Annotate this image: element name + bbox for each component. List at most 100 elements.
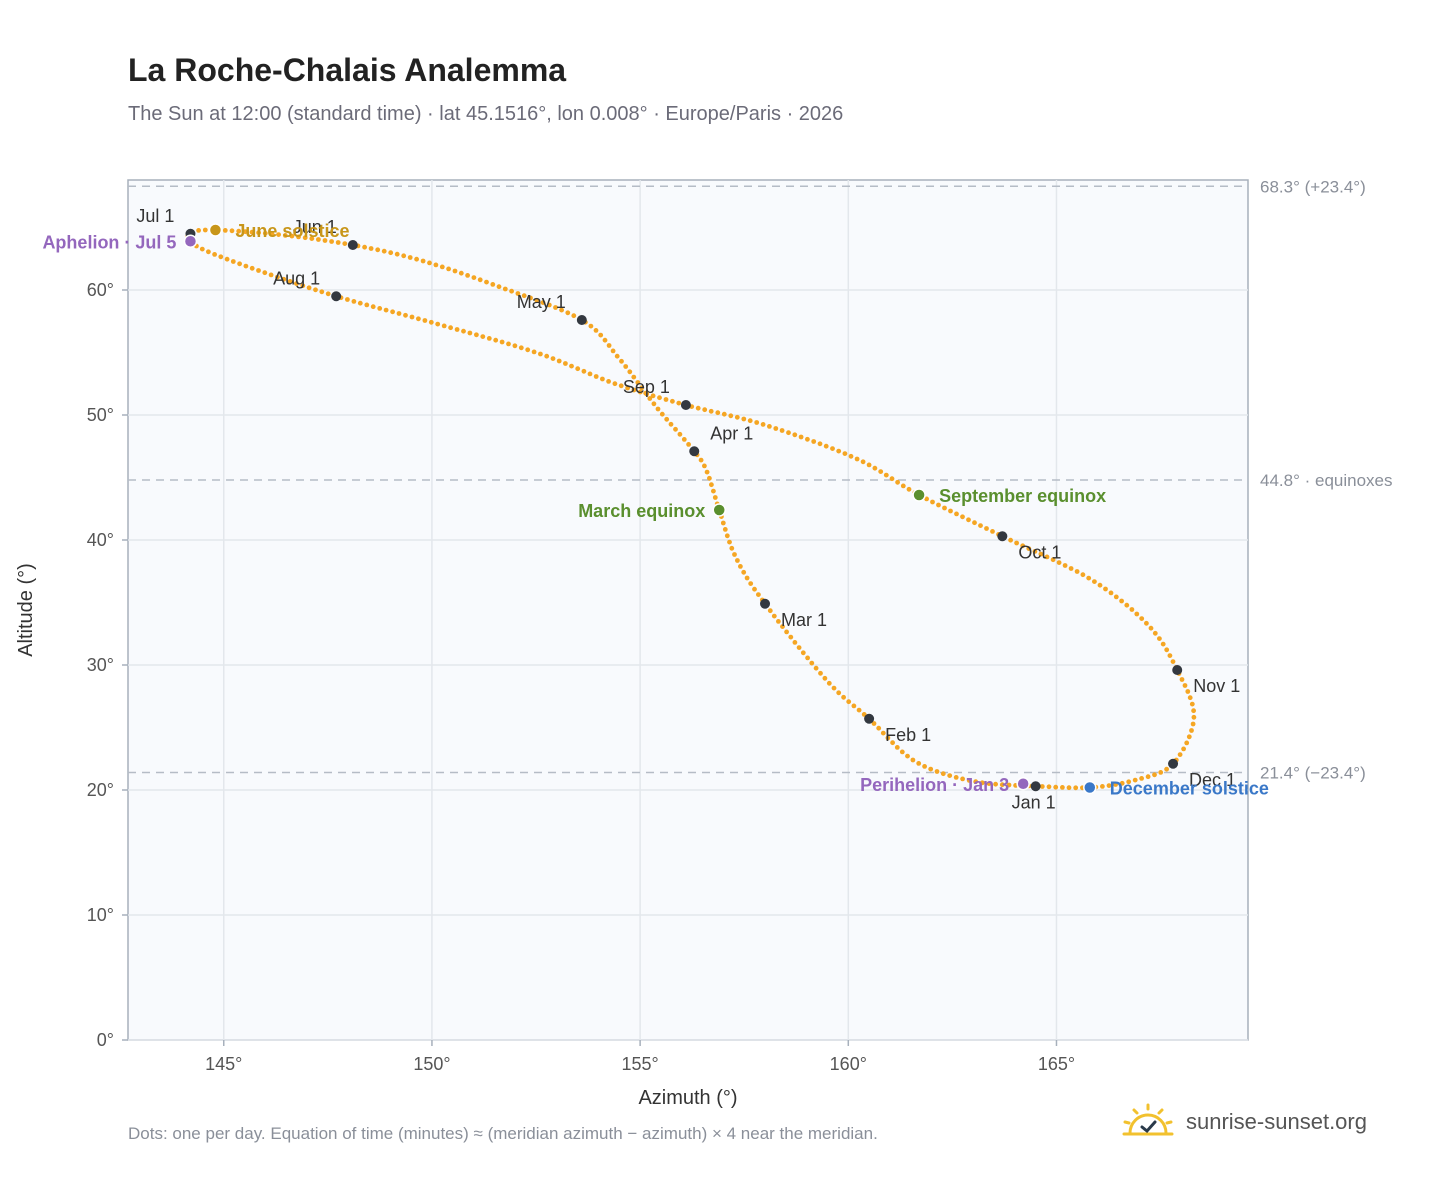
day-dot <box>728 413 734 419</box>
day-dot <box>222 228 228 233</box>
day-dot <box>242 229 248 235</box>
day-dot <box>854 456 860 462</box>
day-dot <box>1185 689 1191 694</box>
day-dot <box>302 235 308 241</box>
day-dot <box>883 472 889 478</box>
day-dot <box>851 703 857 709</box>
day-dot <box>934 769 940 774</box>
day-dot <box>647 396 653 401</box>
reference-line-label: 68.3° (+23.4°) <box>1260 177 1366 196</box>
day-dot <box>748 581 754 586</box>
day-dot <box>383 307 389 313</box>
day-dot <box>947 773 953 778</box>
day-dot <box>1129 607 1135 612</box>
day-dot <box>435 321 441 327</box>
day-dot <box>538 351 543 357</box>
day-dot <box>1187 695 1193 701</box>
day-dot <box>990 529 995 534</box>
day-dot <box>830 446 835 451</box>
day-dot <box>454 327 460 332</box>
day-dot <box>831 685 837 691</box>
day-dot <box>496 284 502 290</box>
day-dot <box>230 259 236 264</box>
day-dot <box>416 316 421 322</box>
day-dot <box>960 514 965 520</box>
day-dot <box>569 363 574 369</box>
day-dot <box>800 650 806 656</box>
day-dot <box>650 393 656 399</box>
month-label: Jul 1 <box>136 206 174 226</box>
day-dot <box>866 462 872 468</box>
day-dot <box>300 283 306 289</box>
day-dot <box>325 291 331 297</box>
day-dot <box>1152 772 1157 778</box>
day-dot <box>954 511 959 517</box>
brand[interactable]: sunrise-sunset.org <box>1122 1102 1367 1142</box>
day-dot <box>677 431 683 437</box>
day-dot <box>357 300 363 306</box>
day-dot <box>708 408 714 414</box>
day-dot <box>493 337 499 343</box>
day-dot <box>461 328 466 334</box>
day-dot <box>521 293 527 299</box>
event-label: Perihelion · Jan 3 <box>860 775 1009 795</box>
footnote: Dots: one per day. Equation of time (min… <box>128 1124 878 1143</box>
day-dot <box>878 469 884 474</box>
day-dot <box>502 286 508 292</box>
day-dot <box>610 348 616 354</box>
day-dot <box>294 281 299 286</box>
y-tick-label: 50° <box>87 405 114 425</box>
day-dot <box>735 558 740 563</box>
day-dot <box>673 426 678 432</box>
day-dot <box>1039 784 1045 789</box>
event-markers: Aphelion · Jul 5 June solstice March equin… <box>42 221 1268 799</box>
day-dot <box>786 430 791 436</box>
day-dot <box>439 264 445 270</box>
day-dot <box>698 457 704 463</box>
day-dot <box>668 421 674 427</box>
day-dot <box>306 285 312 291</box>
day-dot <box>313 287 318 293</box>
day-dot <box>563 361 568 366</box>
day-dot <box>614 353 620 359</box>
day-dot <box>1186 734 1192 740</box>
day-dot <box>876 725 882 731</box>
month-marker <box>1030 781 1041 792</box>
month-marker <box>997 531 1008 542</box>
day-dot <box>1106 783 1112 788</box>
day-dot <box>1145 774 1151 780</box>
day-dot <box>268 272 274 278</box>
month-label: Dec 1 <box>1189 770 1236 790</box>
month-markers: Jan 1 Feb 1 Mar 1 Apr 1 May 1 Jun 1 Jul 1 Aug 1… <box>136 206 1240 813</box>
day-dot <box>637 389 643 395</box>
day-dot <box>741 569 747 575</box>
day-dot <box>986 781 992 786</box>
chart-title: La Roche-Chalais Analemma <box>128 52 567 88</box>
day-dot <box>345 297 350 302</box>
day-dot <box>593 374 599 379</box>
day-dot <box>276 232 281 238</box>
day-dot <box>528 295 533 301</box>
day-dot <box>798 434 804 440</box>
day-dot <box>686 442 691 447</box>
day-dot <box>670 398 675 404</box>
day-dot <box>422 318 428 323</box>
day-dot <box>351 299 357 304</box>
month-label: May 1 <box>517 292 566 312</box>
x-tick-label: 165° <box>1038 1054 1075 1074</box>
day-dot <box>480 334 486 339</box>
day-dot <box>448 325 453 331</box>
day-dot <box>1184 740 1190 746</box>
day-dot <box>984 526 989 531</box>
day-dot <box>544 353 550 359</box>
day-dot <box>1182 683 1188 688</box>
day-dot <box>329 239 334 244</box>
day-dot <box>625 385 630 391</box>
day-dot <box>805 655 810 661</box>
reference-lines: 68.3° (+23.4°) 44.8° · equinoxes 21.4° (−2… <box>128 177 1393 783</box>
day-dot <box>817 441 823 447</box>
day-dot <box>262 270 268 276</box>
day-dot <box>890 740 895 746</box>
day-dot <box>1006 782 1012 788</box>
day-dot <box>1190 721 1196 727</box>
